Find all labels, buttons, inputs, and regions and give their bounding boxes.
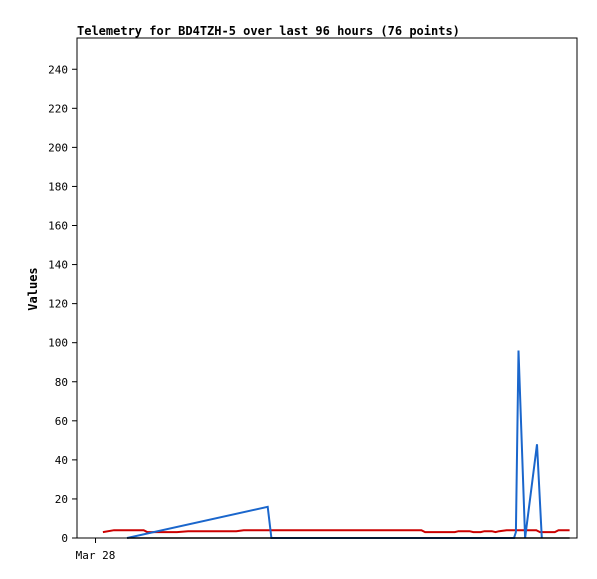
y-tick-label: 200 <box>48 141 68 154</box>
chart-title: Telemetry for BD4TZH-5 over last 96 hour… <box>77 24 460 38</box>
y-tick-label: 100 <box>48 337 68 350</box>
y-tick-label: 160 <box>48 220 68 233</box>
y-tick-label: 240 <box>48 63 68 76</box>
x-axis-ticks: Mar 28 <box>76 538 116 562</box>
series-line-1 <box>102 529 570 534</box>
plot-frame <box>76 37 578 539</box>
y-tick-label: 40 <box>55 454 68 467</box>
series-layer <box>102 350 570 539</box>
x-tick-label: Mar 28 <box>76 549 116 562</box>
series-line-2 <box>126 350 543 539</box>
y-tick-label: 120 <box>48 298 68 311</box>
y-tick-label: 20 <box>55 493 68 506</box>
y-tick-label: 80 <box>55 376 68 389</box>
y-axis-ticks: 0 20 40 60 80 100 120 140 160 180 200 220 240 <box>48 63 77 545</box>
y-tick-label: 180 <box>48 180 68 193</box>
y-tick-label: 0 <box>61 532 68 545</box>
y-tick-label: 140 <box>48 259 68 272</box>
y-tick-label: 220 <box>48 102 68 115</box>
y-axis-label: Values <box>26 267 40 310</box>
y-tick-label: 60 <box>55 415 68 428</box>
